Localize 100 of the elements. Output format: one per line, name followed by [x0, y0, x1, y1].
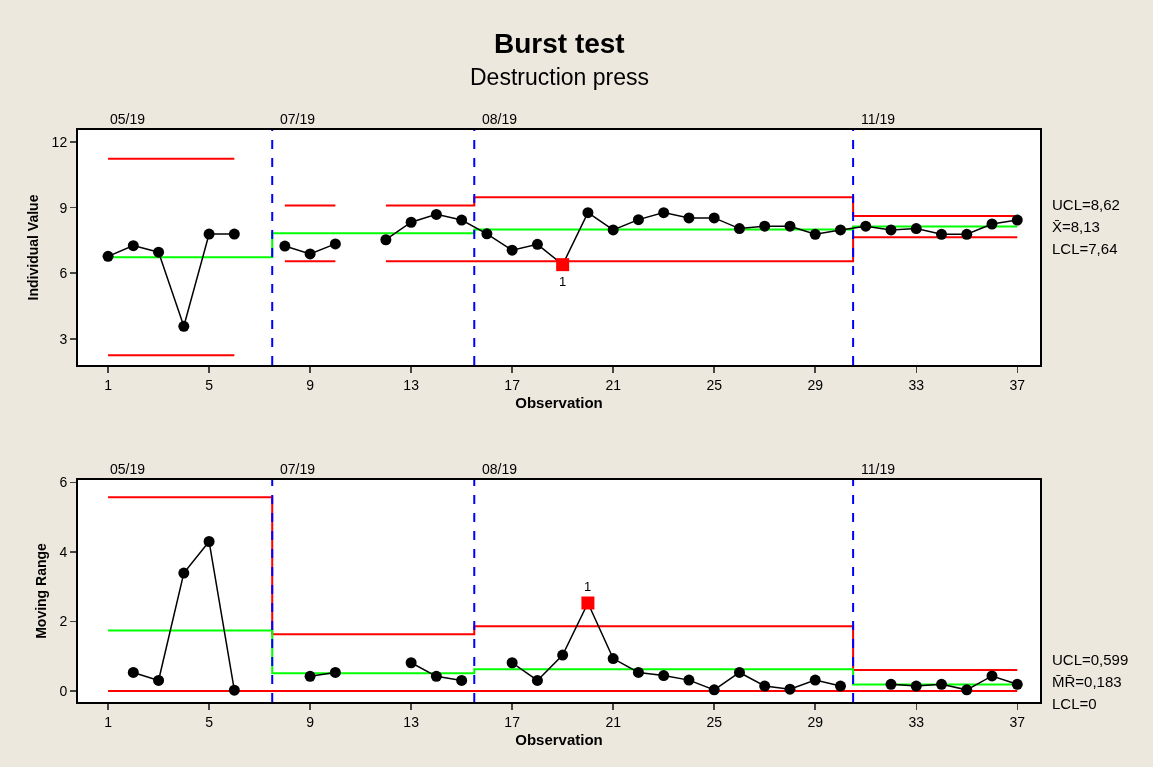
- point: [860, 220, 872, 232]
- point: [405, 657, 417, 669]
- point: [178, 567, 190, 579]
- point: [910, 680, 922, 692]
- point: [1011, 678, 1023, 690]
- point: [329, 238, 341, 250]
- point: [481, 228, 493, 240]
- text: 08/19: [482, 111, 518, 127]
- point: [430, 670, 442, 682]
- x-tick-label: 5: [205, 376, 214, 393]
- x-tick-label: 9: [306, 376, 315, 393]
- text: 11/19: [861, 111, 896, 127]
- text: 11/19: [861, 461, 896, 477]
- point: [986, 670, 998, 682]
- point: [178, 320, 190, 332]
- text: LCL=0: [1052, 695, 1097, 712]
- text: M̄R̄=0,183: [1052, 673, 1122, 690]
- text: 08/19: [482, 461, 518, 477]
- point: [885, 224, 897, 236]
- x-tick-label: 25: [706, 376, 723, 393]
- x-tick-label: 37: [1009, 713, 1026, 730]
- text: X̄=8,13: [1052, 218, 1100, 235]
- x-tick-label: 37: [1009, 376, 1026, 393]
- point: [733, 223, 745, 235]
- annotation: 1: [559, 274, 567, 289]
- x-tick-label: 21: [605, 376, 622, 393]
- x-tick-label: 17: [504, 376, 521, 393]
- point: [430, 208, 442, 220]
- point: [632, 214, 644, 226]
- text: LCL=7,64: [1052, 240, 1118, 257]
- text: 05/19: [110, 111, 146, 127]
- point: [102, 250, 114, 262]
- y-axis-title: Moving Range: [32, 542, 49, 639]
- point: [708, 212, 720, 224]
- y-tick-label: 12: [51, 133, 68, 150]
- point: [961, 228, 973, 240]
- point: [607, 224, 619, 236]
- text: UCL=0,599: [1052, 651, 1129, 668]
- point: [557, 649, 569, 661]
- x-tick-label: 1: [104, 713, 113, 730]
- point: [986, 218, 998, 230]
- point: [910, 223, 922, 235]
- text: UCL=8,62: [1052, 196, 1120, 213]
- x-axis-title: Observation: [515, 731, 603, 749]
- chart-title: Burst test: [494, 28, 625, 59]
- x-tick-label: 25: [706, 713, 723, 730]
- y-axis-title: Individual Value: [24, 194, 41, 301]
- point: [683, 212, 695, 224]
- x-tick-label: 13: [403, 376, 420, 393]
- point: [506, 244, 518, 256]
- x-tick-label: 33: [908, 376, 925, 393]
- point: [733, 666, 745, 678]
- x-tick-label: 13: [403, 713, 420, 730]
- point: [708, 684, 720, 696]
- text: 07/19: [280, 111, 316, 127]
- point: [456, 214, 468, 226]
- point: [153, 674, 165, 686]
- point: [809, 228, 821, 240]
- text: 07/19: [280, 461, 316, 477]
- point: [203, 228, 215, 240]
- point: [809, 674, 821, 686]
- y-tick-label: 6: [59, 265, 68, 282]
- point: [936, 678, 947, 690]
- x-tick-label: 17: [504, 713, 521, 730]
- point: [405, 216, 417, 228]
- point: [936, 228, 947, 240]
- point: [127, 240, 139, 252]
- x-axis-title: Observation: [515, 394, 603, 412]
- point: [961, 684, 973, 696]
- point: [506, 657, 518, 669]
- point: [582, 207, 594, 219]
- point: [632, 666, 644, 678]
- y-tick-label: 3: [59, 330, 68, 347]
- y-tick-label: 2: [59, 613, 68, 630]
- point: [759, 220, 771, 232]
- x-tick-label: 21: [605, 713, 622, 730]
- point: [784, 220, 796, 232]
- point: [658, 670, 670, 682]
- x-tick-label: 29: [807, 713, 824, 730]
- point: [834, 224, 846, 236]
- x-tick-label: 29: [807, 376, 824, 393]
- point: [153, 246, 165, 258]
- point: [279, 240, 291, 252]
- x-tick-label: 1: [104, 376, 113, 393]
- point: [531, 674, 543, 686]
- point: [228, 228, 240, 240]
- x-tick-label: 5: [205, 713, 214, 730]
- point: [759, 680, 771, 692]
- text: 05/19: [110, 461, 146, 477]
- point: [607, 653, 619, 665]
- point: [1011, 214, 1023, 226]
- chart-subtitle: Destruction press: [470, 64, 649, 90]
- x-tick-label: 33: [908, 713, 925, 730]
- point: [683, 674, 695, 686]
- point: [304, 248, 316, 260]
- y-tick-label: 0: [59, 682, 68, 699]
- y-tick-label: 6: [59, 474, 68, 491]
- point: [127, 666, 139, 678]
- annotation: 1: [584, 579, 592, 594]
- point: [456, 674, 468, 686]
